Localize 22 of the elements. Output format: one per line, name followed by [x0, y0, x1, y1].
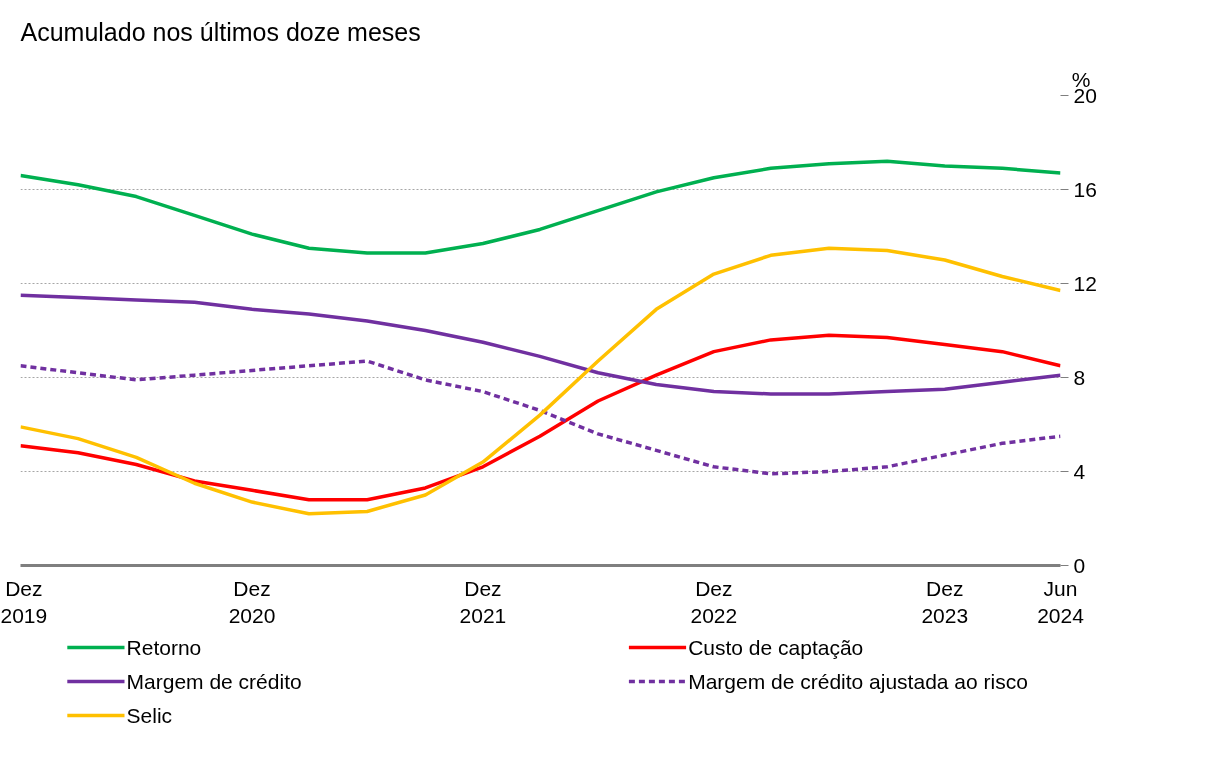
legend-label: Retorno — [126, 636, 202, 659]
chart-title: Acumulado nos últimos doze meses — [20, 17, 421, 46]
x-tick-label: Dez 2022 — [690, 576, 738, 628]
y-tick-label: 4 — [1073, 459, 1086, 483]
y-tick-label: 12 — [1073, 271, 1097, 295]
line-series — [20, 333, 1061, 502]
x-tick-label: Jun 2024 — [1037, 576, 1085, 628]
legend-label: Margem de crédito — [126, 670, 302, 693]
y-tick-label: 0 — [1073, 553, 1086, 577]
y-tick-label: 16 — [1073, 177, 1097, 201]
line-series — [20, 293, 1061, 396]
line-series — [20, 246, 1061, 516]
x-tick-label: Dez 2019 — [0, 576, 48, 628]
legend-label: Custo de captação — [688, 636, 864, 659]
legend-label: Selic — [126, 704, 173, 727]
x-tick-label: Dez 2023 — [921, 576, 969, 628]
line-series — [20, 359, 1061, 476]
y-tick-label: 8 — [1073, 365, 1086, 389]
x-tick-label: Dez 2021 — [459, 576, 507, 628]
x-tick-label: Dez 2020 — [228, 576, 276, 628]
legend-label: Margem de crédito ajustada ao risco — [688, 670, 1028, 693]
line-series — [20, 159, 1061, 255]
